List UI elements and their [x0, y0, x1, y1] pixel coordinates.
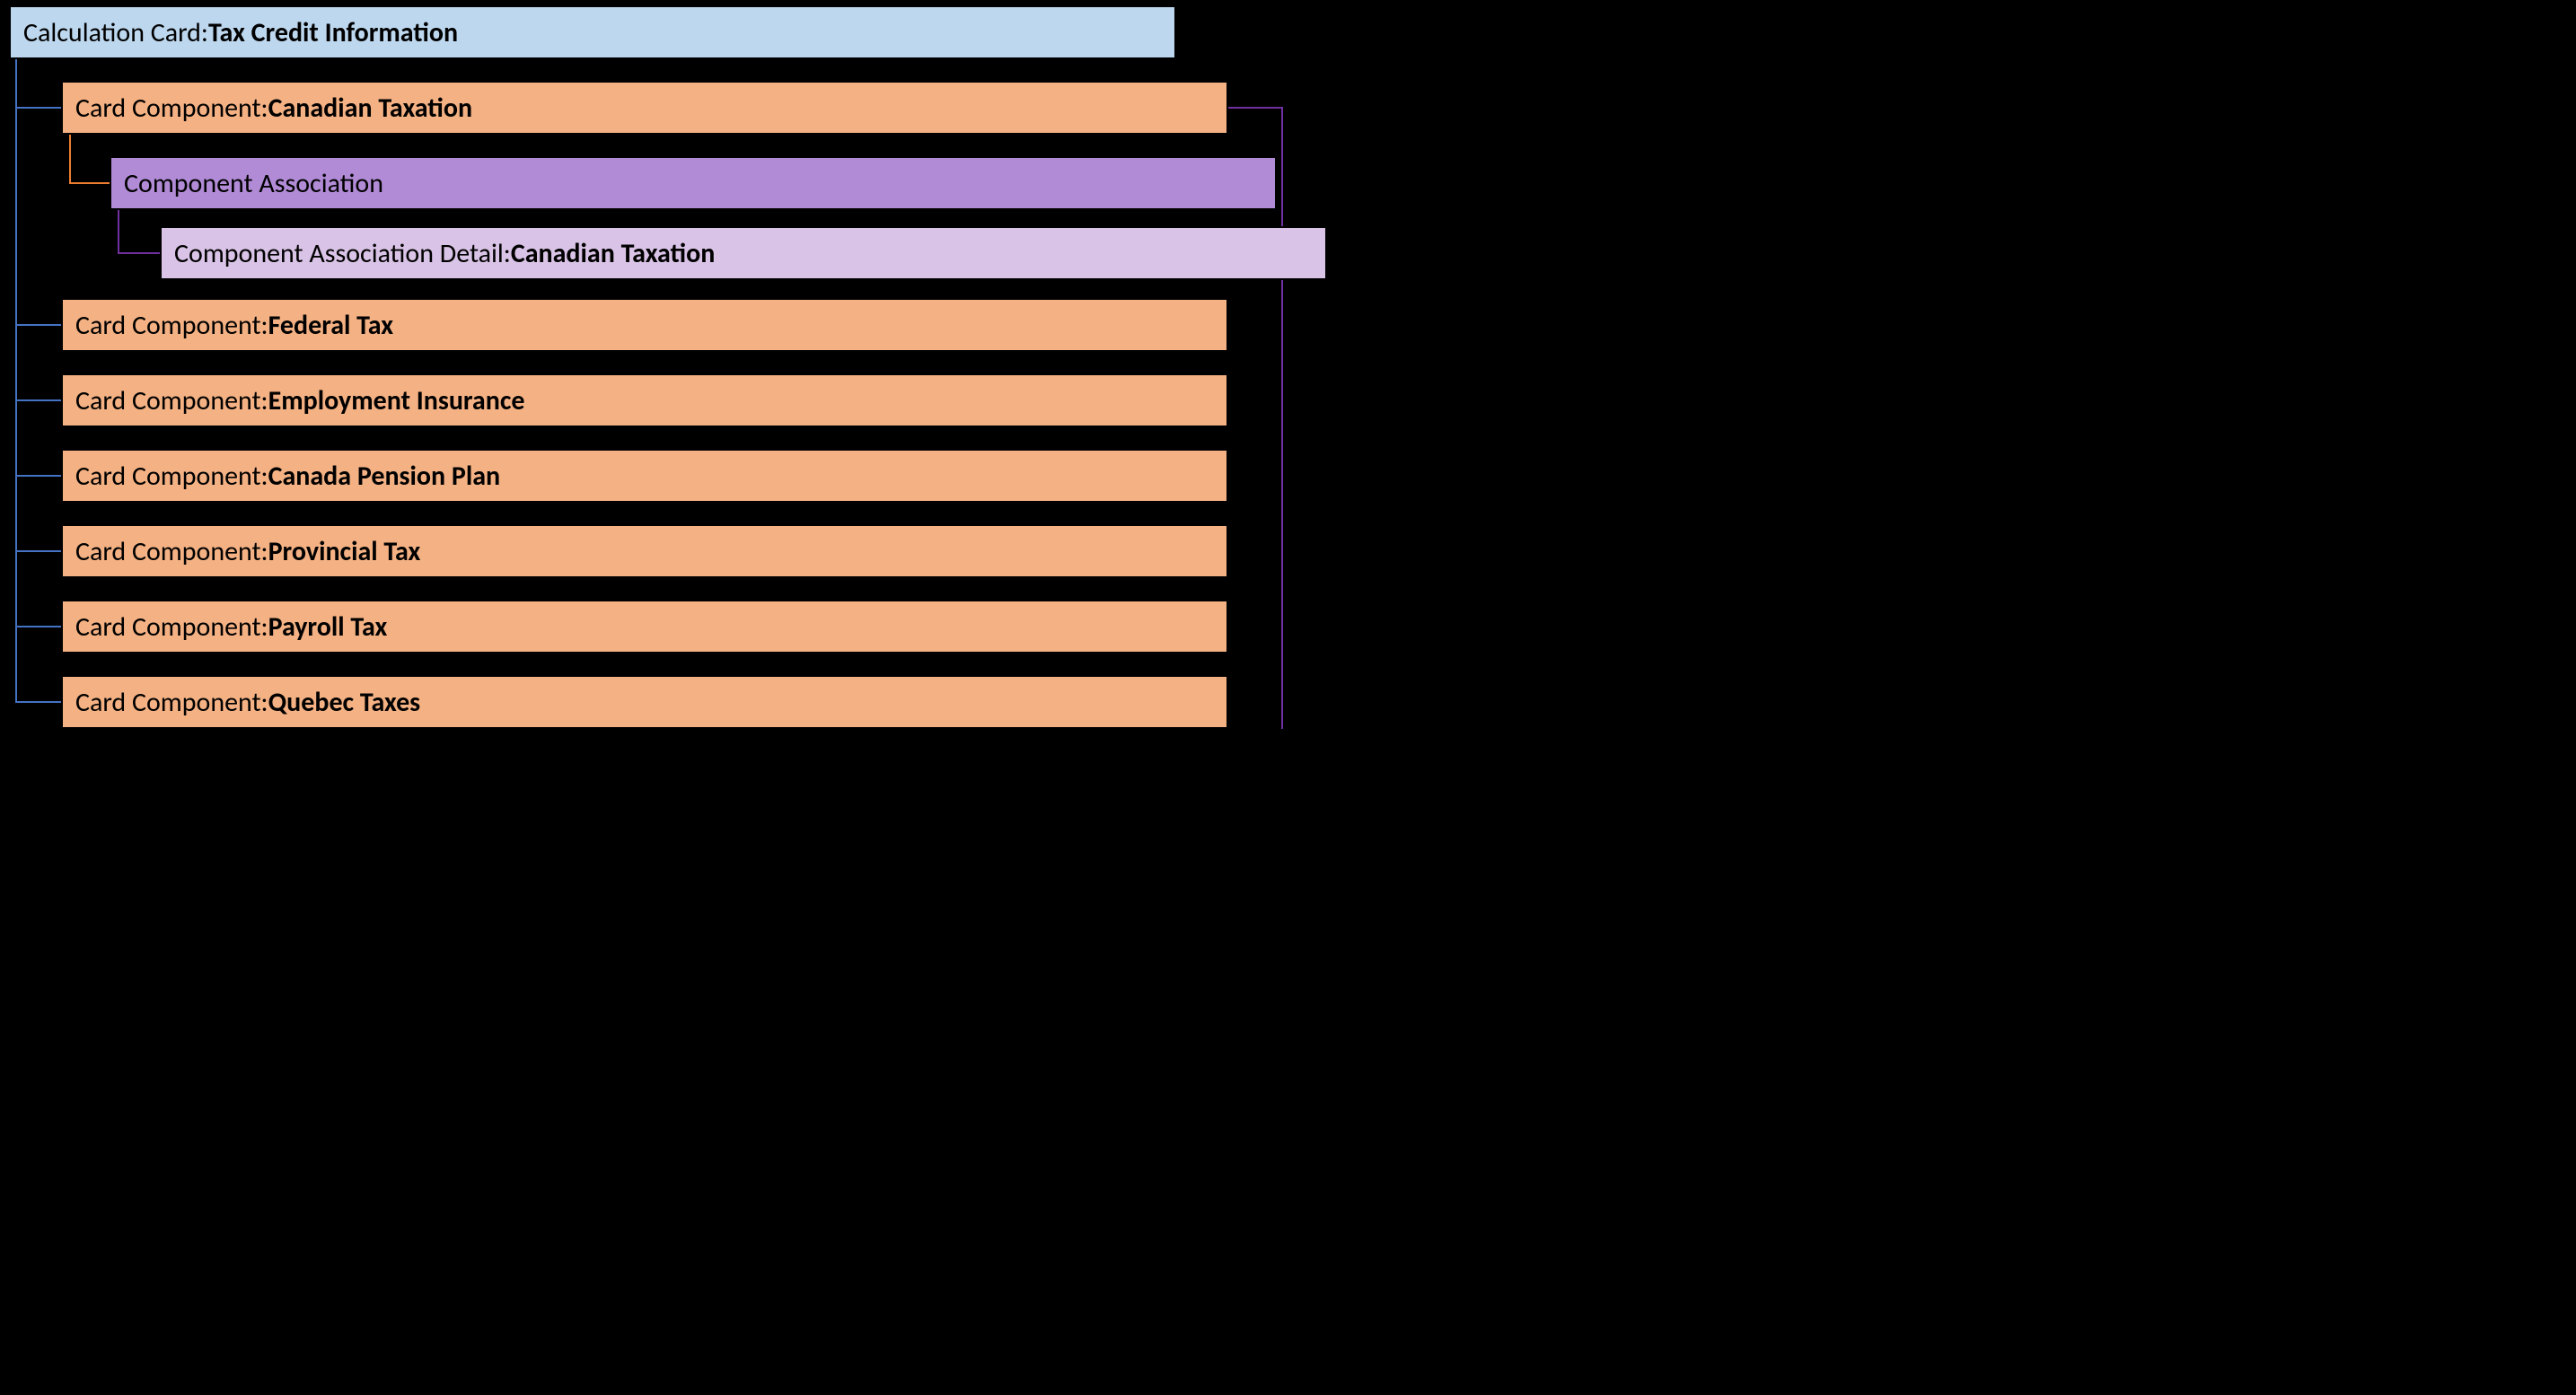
comp-association: Component Association: [110, 156, 1277, 210]
comp-federal-tax: Card Component: Federal Tax: [61, 298, 1228, 352]
comp-federal-tax-bold: Federal Tax: [268, 309, 394, 342]
comp-canadian-taxation-bold: Canadian Taxation: [268, 92, 473, 125]
comp-payroll-tax: Card Component: Payroll Tax: [61, 600, 1228, 654]
comp-canadian-taxation: Card Component: Canadian Taxation: [61, 81, 1228, 135]
calc-card: Calculation Card: Tax Credit Information: [9, 5, 1176, 59]
comp-ei-prefix: Card Component:: [75, 384, 268, 417]
hierarchy-diagram: Calculation Card: Tax Credit Information…: [0, 0, 1347, 729]
comp-quebec-taxes-prefix: Card Component:: [75, 686, 268, 719]
comp-ei-bold: Employment Insurance: [268, 384, 525, 417]
comp-cpp-bold: Canada Pension Plan: [268, 460, 501, 493]
comp-cpp: Card Component: Canada Pension Plan: [61, 449, 1228, 503]
comp-payroll-tax-bold: Payroll Tax: [268, 610, 388, 644]
comp-association-prefix: Component Association: [124, 167, 383, 200]
calc-card-prefix: Calculation Card:: [23, 16, 208, 49]
comp-provincial-tax: Card Component: Provincial Tax: [61, 524, 1228, 578]
comp-association-detail-prefix: Component Association Detail:: [174, 237, 511, 270]
comp-association-detail: Component Association Detail: Canadian T…: [160, 226, 1327, 280]
comp-association-detail-bold: Canadian Taxation: [511, 237, 716, 270]
comp-federal-tax-prefix: Card Component:: [75, 309, 268, 342]
comp-quebec-taxes: Card Component: Quebec Taxes: [61, 675, 1228, 729]
comp-canadian-taxation-prefix: Card Component:: [75, 92, 268, 125]
comp-provincial-tax-bold: Provincial Tax: [268, 535, 421, 568]
comp-cpp-prefix: Card Component:: [75, 460, 268, 493]
comp-ei: Card Component: Employment Insurance: [61, 373, 1228, 427]
comp-provincial-tax-prefix: Card Component:: [75, 535, 268, 568]
comp-quebec-taxes-bold: Quebec Taxes: [268, 686, 421, 719]
calc-card-bold: Tax Credit Information: [208, 16, 458, 49]
comp-payroll-tax-prefix: Card Component:: [75, 610, 268, 644]
